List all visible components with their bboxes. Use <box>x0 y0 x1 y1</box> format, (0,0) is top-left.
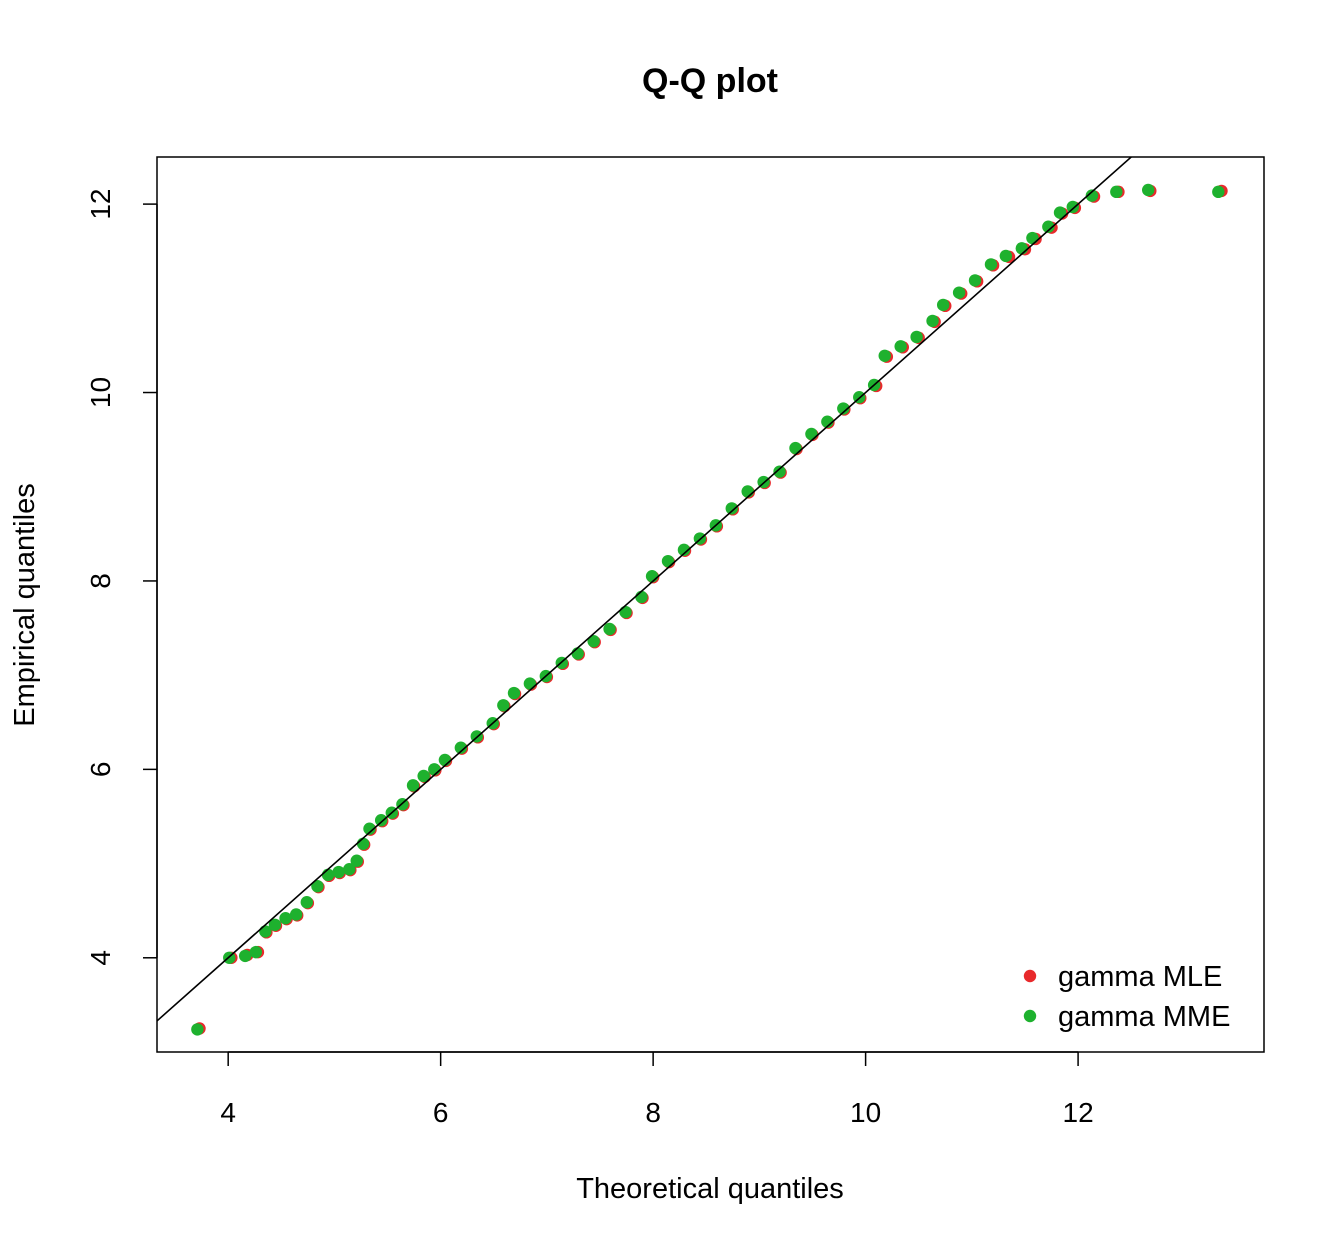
data-point-mme-57 <box>968 274 982 287</box>
legend: gamma MLE gamma MME <box>1023 961 1230 1033</box>
data-point-mme-2 <box>238 949 252 963</box>
data-point-mme-42 <box>741 485 754 498</box>
data-point-mme-35 <box>635 590 648 604</box>
data-point-mme-58 <box>984 258 998 271</box>
series-mme <box>191 183 1225 1036</box>
reference-line <box>157 157 1133 1022</box>
data-point-mme-37 <box>661 554 675 568</box>
data-point-mme-46 <box>805 427 818 441</box>
data-point-mme-15 <box>363 822 376 835</box>
data-point-mme-27 <box>507 686 521 700</box>
data-point-mme-56 <box>952 286 966 299</box>
y-tick-label-8: 8 <box>85 573 116 589</box>
data-point-mme-64 <box>1066 200 1079 214</box>
data-point-mme-68 <box>1212 185 1225 199</box>
data-point-mme-34 <box>619 605 632 619</box>
chart-title: Q-Q plot <box>642 62 778 100</box>
data-point-mme-59 <box>999 249 1013 263</box>
data-point-mme-12 <box>343 863 356 876</box>
legend-marker-0 <box>1023 969 1037 983</box>
data-point-mme-7 <box>289 908 303 921</box>
series-mle <box>193 184 1228 1035</box>
y-tick-label-10: 10 <box>85 377 116 408</box>
data-point-mme-48 <box>837 402 850 415</box>
data-point-mme-26 <box>497 699 510 712</box>
data-point-mme-21 <box>428 763 441 776</box>
data-point-mme-3 <box>249 945 263 959</box>
x-axis: 4 6 8 10 12 <box>220 1051 1094 1128</box>
data-point-mme-10 <box>321 868 335 882</box>
y-tick-label-6: 6 <box>85 762 116 778</box>
data-point-mme-52 <box>894 340 907 353</box>
data-point-mme-5 <box>268 918 282 932</box>
y-axis-label: Empirical quantiles <box>9 483 41 726</box>
y-tick-label-12: 12 <box>85 189 116 220</box>
data-point-mme-6 <box>279 912 292 925</box>
legend-marker-1 <box>1023 1009 1037 1023</box>
plot-area <box>157 157 1228 1036</box>
data-point-mme-61 <box>1026 231 1039 245</box>
data-point-mme-0 <box>191 1023 204 1036</box>
legend-label-0: gamma MLE <box>1058 961 1222 993</box>
data-point-mme-36 <box>645 570 659 583</box>
data-point-mme-53 <box>910 330 923 344</box>
y-tick-label-4: 4 <box>85 950 116 966</box>
x-tick-label-8: 8 <box>645 1097 661 1128</box>
legend-label-1: gamma MME <box>1058 1001 1230 1033</box>
data-point-mme-19 <box>406 779 420 792</box>
y-axis: 4 6 8 10 12 <box>85 189 158 966</box>
data-point-mme-9 <box>311 879 324 893</box>
data-point-mme-51 <box>878 349 891 362</box>
data-point-mme-38 <box>677 543 691 557</box>
x-axis-label: Theoretical quantiles <box>576 1173 844 1205</box>
data-point-mme-16 <box>374 814 388 827</box>
data-point-mme-13 <box>350 854 363 867</box>
x-tick-label-12: 12 <box>1063 1097 1094 1128</box>
data-point-mme-14 <box>356 837 370 850</box>
data-point-mme-8 <box>300 896 313 909</box>
data-point-mme-41 <box>725 502 738 515</box>
data-point-mme-63 <box>1053 206 1067 219</box>
x-tick-label-10: 10 <box>850 1097 881 1128</box>
data-point-mme-60 <box>1015 242 1028 255</box>
data-point-mme-66 <box>1110 185 1123 199</box>
data-point-mme-65 <box>1085 189 1099 202</box>
plot-frame <box>156 156 1265 1053</box>
data-point-mme-47 <box>821 415 834 428</box>
x-tick-label-4: 4 <box>220 1097 236 1128</box>
data-point-mme-28 <box>523 677 537 690</box>
data-point-mme-54 <box>926 314 939 328</box>
data-point-mme-44 <box>773 465 786 478</box>
data-point-mme-67 <box>1142 183 1155 197</box>
data-point-mme-45 <box>789 441 802 455</box>
data-point-mme-32 <box>587 635 600 648</box>
data-point-mme-33 <box>603 622 616 636</box>
data-point-mme-11 <box>332 865 345 879</box>
data-point-mme-55 <box>936 298 950 312</box>
data-point-mme-20 <box>417 769 430 783</box>
data-point-mme-22 <box>438 753 452 767</box>
data-point-mme-31 <box>571 647 584 660</box>
data-point-mme-23 <box>454 741 468 754</box>
x-tick-label-6: 6 <box>433 1097 449 1128</box>
data-point-mme-62 <box>1042 220 1055 233</box>
